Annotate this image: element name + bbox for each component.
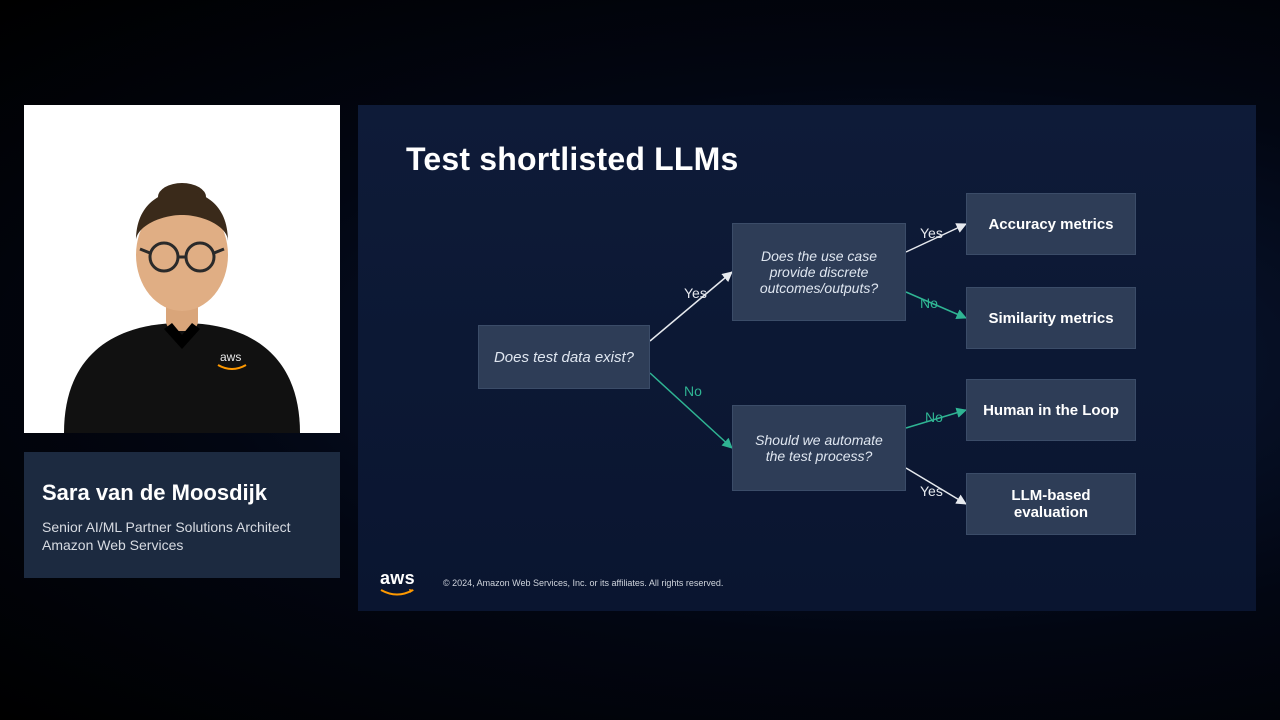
slide-panel: Test shortlisted LLMs Does test data exi… [358, 105, 1256, 611]
presenter-card: Sara van de Moosdijk Senior AI/ML Partne… [24, 452, 340, 578]
flow-node-o4: LLM-based evaluation [966, 473, 1136, 535]
presenter-name: Sara van de Moosdijk [42, 480, 322, 506]
flow-edge-label-n2-o1: Yes [920, 225, 943, 241]
presenter-photo: aws [24, 105, 340, 433]
aws-logo: aws [380, 569, 415, 597]
presenter-org: Amazon Web Services [42, 536, 322, 554]
flow-edge-label-n2-o2: No [920, 295, 938, 311]
flow-edge-n1-n2 [650, 272, 732, 341]
copyright-text: © 2024, Amazon Web Services, Inc. or its… [443, 578, 723, 588]
flow-edge-label-n1-n2: Yes [684, 285, 707, 301]
flow-edge-label-n3-o4: Yes [920, 483, 943, 499]
slide-footer: aws © 2024, Amazon Web Services, Inc. or… [380, 569, 723, 597]
flow-node-o2: Similarity metrics [966, 287, 1136, 349]
flow-node-o3: Human in the Loop [966, 379, 1136, 441]
flow-edge-label-n1-n3: No [684, 383, 702, 399]
svg-text:aws: aws [220, 350, 241, 364]
presenter-title: Senior AI/ML Partner Solutions Architect [42, 518, 322, 536]
flow-node-n1: Does test data exist? [478, 325, 650, 389]
flow-edge-label-n3-o3: No [925, 409, 943, 425]
slide-title: Test shortlisted LLMs [406, 141, 739, 178]
aws-logo-text: aws [380, 569, 415, 587]
flow-node-n2: Does the use case provide discrete outco… [732, 223, 906, 321]
flow-node-o1: Accuracy metrics [966, 193, 1136, 255]
flow-node-n3: Should we automate the test process? [732, 405, 906, 491]
